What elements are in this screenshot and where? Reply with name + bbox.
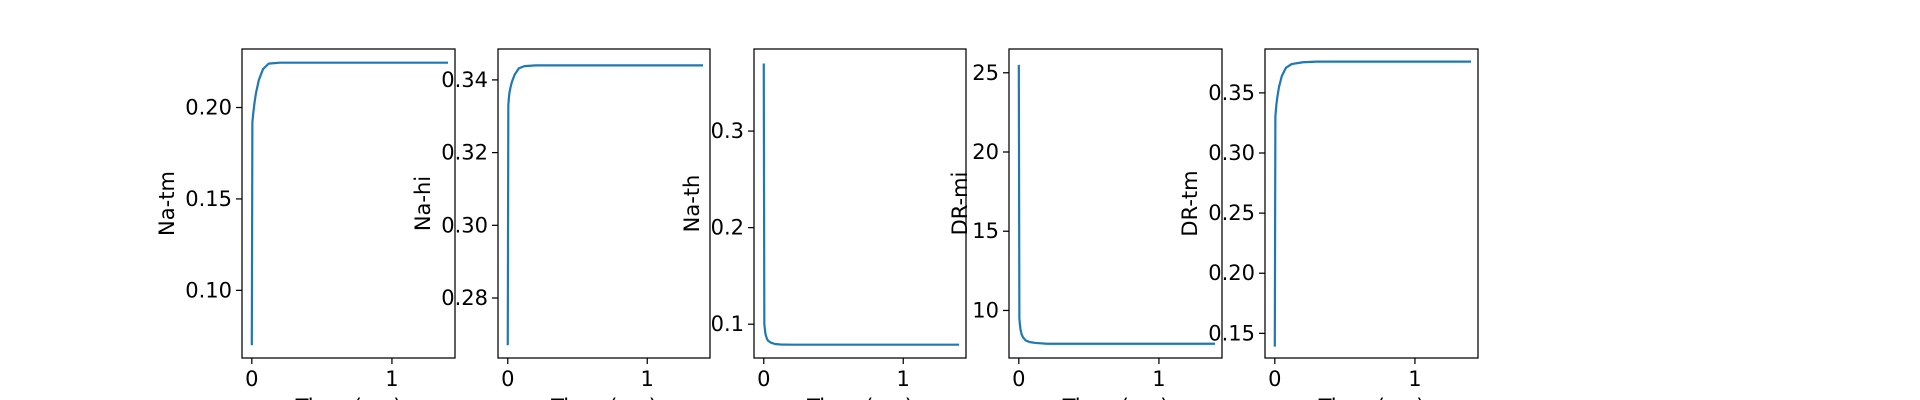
axes-frame (241, 48, 456, 359)
subplot-na-tm: 0.10 0.15 0.20 0 1 Time (ms) Na-tm (155, 48, 456, 400)
y-tick-label: 0.28 (441, 286, 488, 310)
subplot-na-hi: 0.28 0.30 0.32 0.34 0 1 Time (ms) Na-hi (411, 48, 711, 400)
x-axis-label: Time (ms) (550, 395, 657, 400)
y-tick-label: 0.20 (1208, 261, 1255, 285)
y-tick-label: 0.30 (441, 213, 488, 237)
x-tick-label: 0 (1268, 367, 1281, 391)
y-tick-label: 0.34 (441, 68, 488, 92)
x-tick-label: 0 (757, 367, 770, 391)
axes-frame (1264, 48, 1479, 359)
subplot-na-th: 0.1 0.2 0.3 0 1 Time (ms) Na-th (680, 48, 967, 400)
x-axis-label: Time (ms) (806, 395, 913, 400)
y-axis-label: Na-th (680, 175, 704, 233)
y-tick-label: 15 (972, 219, 999, 243)
y-axis-label: Na-hi (411, 176, 435, 231)
x-tick-label: 1 (1152, 367, 1165, 391)
x-tick-label: 1 (897, 367, 910, 391)
y-axis-label: DR-mi (948, 172, 972, 236)
x-tick-label: 1 (1408, 367, 1421, 391)
y-tick-label: 0.25 (1208, 201, 1255, 225)
x-tick-label: 0 (501, 367, 514, 391)
y-axis-label: Na-tm (155, 171, 179, 236)
y-tick-label: 0.35 (1208, 81, 1255, 105)
series-line (1273, 60, 1471, 347)
x-tick-label: 1 (641, 367, 654, 391)
axes-frame (497, 48, 711, 359)
series-line (506, 64, 704, 346)
series-line (762, 63, 960, 346)
y-tick-label: 0.3 (711, 119, 744, 143)
y-tick-label: 0.20 (185, 96, 232, 120)
series-line (250, 61, 448, 346)
y-tick-label: 0.30 (1208, 141, 1255, 165)
subplot-dr-tm: 0.15 0.20 0.25 0.30 0.35 0 1 Time (ms) DR-tm (1178, 48, 1479, 400)
y-tick-label: 0.1 (711, 312, 744, 336)
y-tick-label: 25 (972, 61, 999, 85)
axes-frame (753, 48, 967, 359)
x-axis-label: Time (ms) (295, 395, 402, 400)
y-tick-label: 0.2 (711, 216, 744, 240)
y-axis-label: DR-tm (1178, 170, 1202, 236)
axes-frame (1008, 48, 1223, 359)
y-tick-label: 0.15 (1208, 321, 1255, 345)
x-axis-label: Time (ms) (1318, 395, 1425, 400)
subplot-dr-mi: 10 15 20 25 0 1 Time (ms) DR-mi (948, 48, 1223, 400)
series-line (1017, 64, 1215, 345)
x-tick-label: 0 (245, 367, 258, 391)
x-tick-label: 0 (1012, 367, 1025, 391)
y-tick-label: 20 (972, 140, 999, 164)
x-axis-label: Time (ms) (1062, 395, 1169, 400)
y-tick-label: 10 (972, 298, 999, 322)
y-tick-label: 0.10 (185, 278, 232, 302)
y-tick-label: 0.32 (441, 141, 488, 165)
y-tick-label: 0.15 (185, 187, 232, 211)
x-tick-label: 1 (385, 367, 398, 391)
